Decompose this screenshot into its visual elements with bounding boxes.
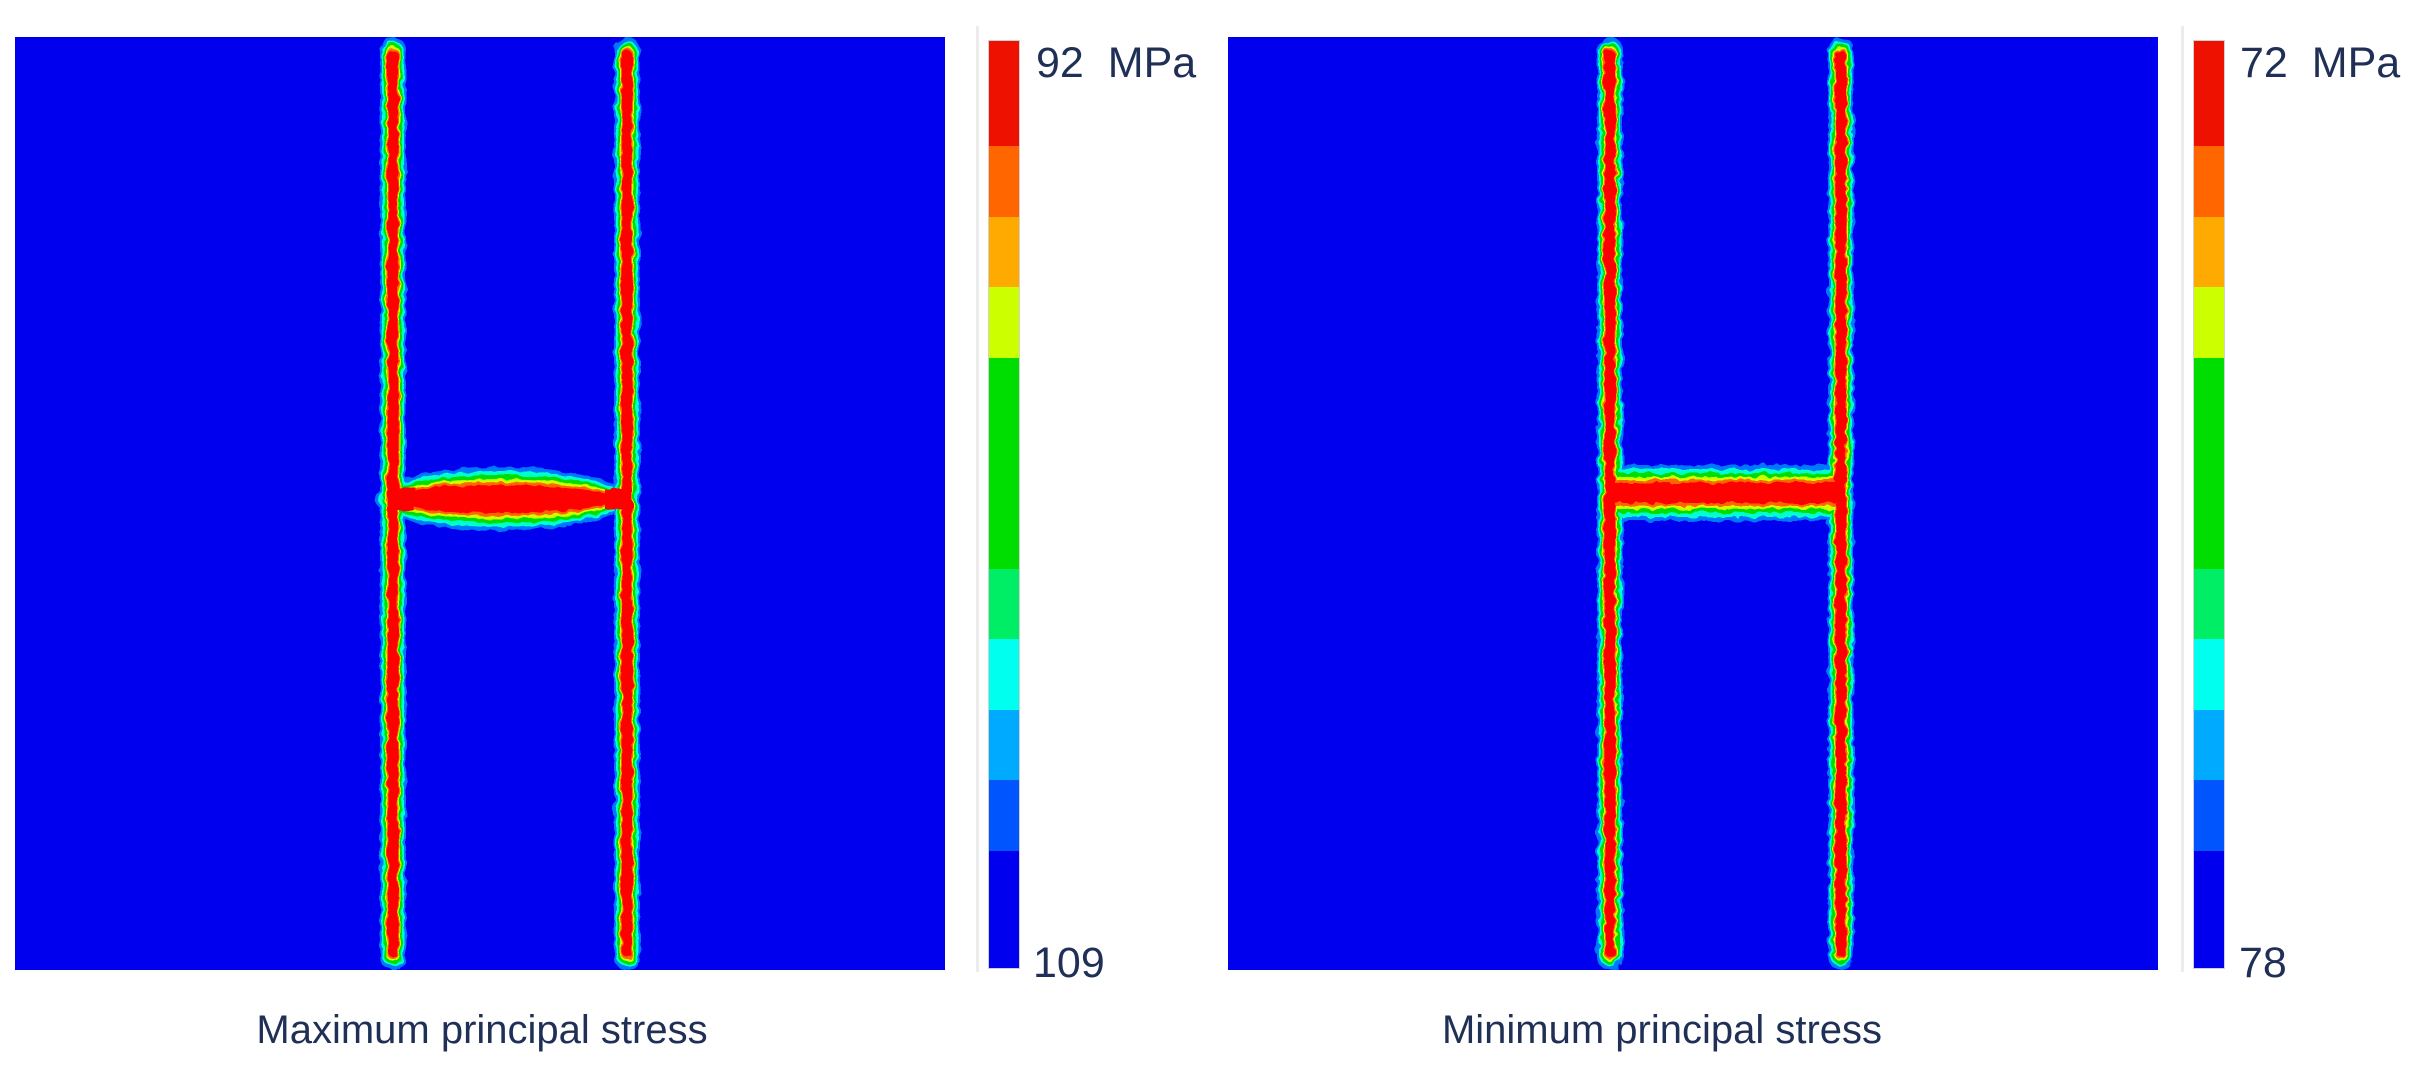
colorbar-unit: MPa	[1107, 39, 1197, 87]
contour-plot-max	[15, 37, 945, 970]
contour-plot-min	[1228, 37, 2158, 970]
crack-pattern-min	[1597, 37, 1854, 970]
panel-caption: Minimum principal stress	[1441, 1008, 1883, 1052]
panel-min-principal-stress: 72 MPa 78 Minimum principal stress	[1207, 0, 2415, 1080]
panel-max-principal-stress: 92 MPa 109 Maximum principal stress	[0, 0, 1207, 1080]
panel-caption: Maximum principal stress	[256, 1008, 708, 1052]
colorbar-min-value: 109	[1033, 939, 1105, 987]
colorbar-max	[988, 40, 1020, 969]
contour-svg-max	[15, 37, 945, 970]
contour-svg-min	[1228, 37, 2158, 970]
colorbar-unit: MPa	[2311, 39, 2401, 87]
colorbar-track-max	[976, 26, 979, 972]
colorbar-min-value: 78	[2239, 939, 2287, 987]
colorbar-max-value: 72	[2240, 39, 2288, 87]
colorbar-max-label: 72 MPa	[2240, 42, 2400, 85]
colorbar-min	[2193, 40, 2225, 969]
colorbar-max-label: 92 MPa	[1036, 42, 1196, 85]
colorbar-track-min	[2181, 26, 2184, 972]
colorbar-max-value: 92	[1036, 39, 1084, 87]
crack-pattern-max	[375, 37, 640, 970]
